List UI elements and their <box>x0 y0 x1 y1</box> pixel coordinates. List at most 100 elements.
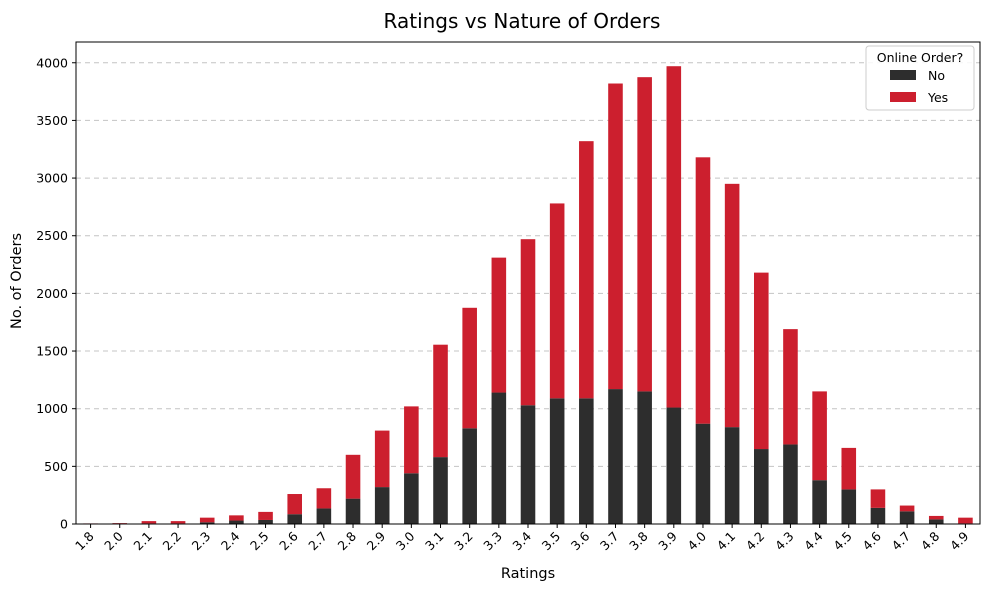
bar-yes-3.2 <box>462 307 477 429</box>
legend: Online Order? No Yes <box>865 45 975 111</box>
bar-yes-3.7 <box>608 83 623 390</box>
bar-yes-4.7 <box>899 505 915 512</box>
bar-yes-2.3 <box>199 517 215 523</box>
x-tick-label: 2.7 <box>305 529 330 554</box>
bar-no-4.0 <box>695 423 711 524</box>
y-tick-label: 3000 <box>36 171 68 186</box>
legend-label-yes: Yes <box>927 90 948 105</box>
bar-yes-3.3 <box>491 257 507 393</box>
bar-no-2.8 <box>345 498 361 524</box>
x-tick-label: 4.2 <box>743 529 768 554</box>
bar-yes-4.1 <box>724 183 740 428</box>
x-tick-label: 3.6 <box>568 528 593 553</box>
x-tick-label: 4.8 <box>918 528 943 553</box>
bar-no-4.8 <box>928 519 944 524</box>
bar-no-3.3 <box>491 392 507 524</box>
bar-no-3.2 <box>462 428 477 524</box>
x-tick-label: 3.3 <box>480 529 505 554</box>
bar-no-3.0 <box>404 473 419 524</box>
x-tick-label: 4.0 <box>684 528 709 553</box>
bar-yes-2.7 <box>316 488 332 509</box>
x-tick-label: 3.9 <box>655 528 680 553</box>
x-tick-label: 4.4 <box>801 528 826 553</box>
bar-yes-2.5 <box>258 511 273 520</box>
x-tick-label: 4.6 <box>859 528 884 553</box>
x-tick-label: 4.3 <box>772 529 797 554</box>
bar-no-4.2 <box>754 449 769 524</box>
x-tick-label: 2.8 <box>334 528 359 553</box>
x-tick-label: 3.4 <box>509 528 534 553</box>
legend-label-no: No <box>928 68 945 83</box>
bar-yes-3.4 <box>520 239 536 406</box>
y-tick-label: 500 <box>44 459 68 474</box>
bar-yes-3.9 <box>666 66 682 408</box>
bar-yes-4.3 <box>783 329 798 445</box>
bar-no-3.7 <box>608 389 623 524</box>
bar-no-2.6 <box>287 514 302 524</box>
bar-yes-4.9 <box>958 517 973 524</box>
bar-no-2.9 <box>374 487 390 524</box>
x-tick-label: 1.8 <box>72 528 97 553</box>
legend-title: Online Order? <box>877 50 963 65</box>
bar-no-2.5 <box>258 519 273 524</box>
x-tick-label: 3.5 <box>539 529 564 554</box>
x-axis-label: Ratings <box>501 566 555 582</box>
bar-no-3.6 <box>579 398 594 524</box>
bar-no-3.4 <box>520 405 536 524</box>
x-tick-label: 4.7 <box>889 529 914 554</box>
bar-no-4.6 <box>870 507 886 524</box>
bar-no-4.5 <box>841 489 857 524</box>
bar-no-4.1 <box>724 427 740 524</box>
bars <box>83 66 973 524</box>
bar-yes-4.0 <box>695 157 711 424</box>
bar-yes-2.9 <box>374 430 390 488</box>
bar-yes-2.8 <box>345 454 361 499</box>
y-tick-label: 3500 <box>36 113 68 128</box>
bar-yes-2.6 <box>287 494 302 515</box>
x-tick-label: 2.1 <box>130 529 155 554</box>
bar-yes-4.2 <box>754 272 769 450</box>
x-tick-label: 3.0 <box>393 528 418 553</box>
bar-no-4.7 <box>899 511 915 524</box>
legend-swatch-yes <box>890 92 916 102</box>
bar-no-4.4 <box>812 480 827 524</box>
bar-yes-2.2 <box>170 521 186 524</box>
x-tick-label: 2.6 <box>276 528 301 553</box>
y-tick-label: 0 <box>60 517 68 532</box>
bar-no-4.3 <box>783 444 798 524</box>
x-tick-label: 3.1 <box>422 529 447 554</box>
bar-yes-2.4 <box>229 515 244 521</box>
x-tick-label: 3.2 <box>451 529 476 554</box>
x-tick-label: 2.0 <box>101 528 126 553</box>
y-tick-label: 1000 <box>36 401 68 416</box>
y-tick-label: 1500 <box>36 344 68 359</box>
bar-no-3.9 <box>666 407 682 524</box>
bar-yes-4.6 <box>870 489 886 508</box>
x-tick-label: 4.5 <box>830 529 855 554</box>
bar-no-3.8 <box>637 391 652 524</box>
x-tick-label: 2.2 <box>160 529 185 554</box>
bar-yes-3.8 <box>637 77 652 392</box>
bar-yes-3.5 <box>549 203 565 399</box>
x-tick-label: 3.8 <box>626 528 651 553</box>
bar-yes-3.1 <box>433 344 448 458</box>
bar-no-2.4 <box>229 520 244 524</box>
chart-title: Ratings vs Nature of Orders <box>384 9 661 33</box>
legend-swatch-no <box>890 70 916 80</box>
bar-yes-4.8 <box>928 515 944 520</box>
x-tick-label: 2.9 <box>364 528 389 553</box>
x-tick-label: 2.4 <box>218 528 243 553</box>
bar-yes-2.1 <box>141 521 157 524</box>
x-tick-label: 2.5 <box>247 529 272 554</box>
y-tick-label: 2500 <box>36 228 68 243</box>
x-axis: 1.8 2.0 2.1 2.2 2.3 2.4 2.5 2.6 2.7 2.8 2.9 3.0 3.1 3… <box>72 524 972 553</box>
x-tick-label: 4.1 <box>714 529 739 554</box>
x-tick-label: 4.9 <box>947 528 972 553</box>
bar-no-3.1 <box>433 457 448 524</box>
bar-yes-3.0 <box>404 406 419 474</box>
bar-no-3.5 <box>549 398 565 524</box>
x-tick-label: 3.7 <box>597 529 622 554</box>
bar-yes-3.6 <box>579 141 594 399</box>
y-axis: 0 500 1000 1500 2000 2500 3000 3500 4000 <box>36 55 76 532</box>
